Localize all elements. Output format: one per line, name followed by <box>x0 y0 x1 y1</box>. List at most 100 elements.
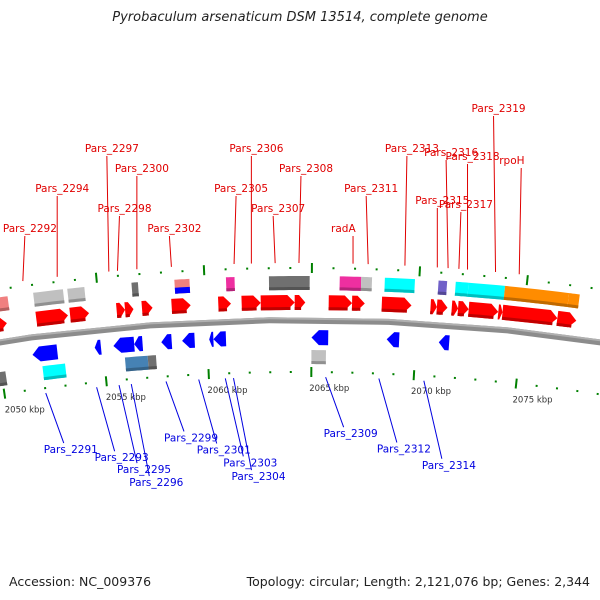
gene-shadow <box>171 310 187 314</box>
forward-gene-arrow[interactable] <box>351 295 365 311</box>
gene-label-top[interactable]: Pars_2311 <box>344 183 398 195</box>
forward-gene-arrow[interactable] <box>171 298 191 314</box>
reverse-gene-arrow[interactable] <box>94 339 102 355</box>
feature-box-top[interactable] <box>268 276 299 291</box>
forward-gene-arrow[interactable] <box>381 296 412 313</box>
reverse-gene-arrow[interactable] <box>311 330 329 346</box>
forward-gene-arrow[interactable] <box>430 299 437 315</box>
forward-gene-arrow[interactable] <box>294 295 306 310</box>
gene-shadow <box>451 312 454 316</box>
page-title: Pyrobaculum arsenaticum DSM 13514, compl… <box>112 10 488 25</box>
feature-box-top[interactable] <box>503 285 570 307</box>
reverse-gene-arrow[interactable] <box>161 334 173 350</box>
reverse-gene-arrow[interactable] <box>209 331 214 347</box>
feature-box-shadow <box>437 291 447 296</box>
feature-box-shadow <box>360 287 372 292</box>
feature-box-top-blue[interactable] <box>174 286 191 294</box>
gene-label-top[interactable]: radA <box>331 223 356 235</box>
feature-box-bottom[interactable] <box>311 350 326 365</box>
forward-gene-arrow[interactable] <box>141 300 153 316</box>
feature-box-top[interactable] <box>299 276 310 290</box>
gene-label-top[interactable]: Pars_2298 <box>97 203 151 215</box>
scale-label: 2070 kbp <box>411 387 451 397</box>
gene-label-top[interactable]: Pars_2313 <box>385 143 439 155</box>
gene-label-top[interactable]: Pars_2294 <box>35 183 89 195</box>
gene-label-bottom[interactable]: Pars_2301 <box>197 445 251 457</box>
forward-gene-arrow[interactable] <box>497 304 503 320</box>
forward-gene-arrow[interactable] <box>260 295 295 311</box>
forward-gene-arrow[interactable] <box>241 295 261 311</box>
gene-shadow <box>294 307 302 310</box>
label-leader-bottom <box>45 392 65 444</box>
gene-label-bottom[interactable]: Pars_2312 <box>377 444 431 456</box>
label-leader-top <box>22 235 26 282</box>
reverse-gene-arrow[interactable] <box>213 331 227 347</box>
feature-box-top[interactable] <box>339 276 362 291</box>
reverse-gene-arrow[interactable] <box>134 336 144 352</box>
genome-backbone <box>0 317 600 346</box>
feature-box-shadow <box>0 382 8 387</box>
gene-label-top[interactable]: Pars_2305 <box>214 183 268 195</box>
genome-summary-text: Topology: circular; Length: 2,121,076 bp… <box>246 574 590 589</box>
gene-shadow <box>70 318 86 323</box>
gene-label-top[interactable]: Pars_2315 <box>415 195 469 207</box>
forward-gene-arrow[interactable] <box>436 299 448 315</box>
gene-label-top[interactable]: Pars_2302 <box>147 223 201 235</box>
gene-shadow <box>0 328 4 332</box>
forward-gene-arrow[interactable] <box>218 296 231 312</box>
forward-gene-arrow[interactable] <box>328 295 353 311</box>
gene-label-top[interactable]: Pars_2300 <box>115 163 169 175</box>
reverse-gene-arrow[interactable] <box>113 336 135 353</box>
reverse-gene-arrow[interactable] <box>32 344 59 362</box>
reverse-gene-arrow[interactable] <box>438 335 450 351</box>
gene-label-top[interactable]: Pars_2319 <box>472 103 526 115</box>
forward-gene-arrow[interactable] <box>457 301 469 317</box>
reverse-gene-arrow[interactable] <box>386 332 400 348</box>
gene-label-top[interactable]: Pars_2316 <box>424 147 478 159</box>
gene-label-bottom[interactable]: Pars_2293 <box>95 452 149 464</box>
gene-label-bottom[interactable]: Pars_2296 <box>129 477 183 489</box>
forward-gene-arrow[interactable] <box>556 310 577 328</box>
reverse-gene-arrow[interactable] <box>182 332 195 348</box>
major-tick-outer <box>525 275 529 286</box>
forward-gene-arrow[interactable] <box>451 300 459 316</box>
gene-shadow <box>436 311 443 315</box>
feature-box-shadow <box>567 304 579 309</box>
major-tick-inner <box>514 378 518 389</box>
gene-label-top[interactable]: Pars_2317 <box>439 199 493 211</box>
feature-box-top[interactable] <box>131 282 139 297</box>
gene-label-bottom[interactable]: Pars_2314 <box>422 460 476 472</box>
gene-label-bottom[interactable]: Pars_2299 <box>164 432 218 444</box>
gene-label-top[interactable]: Pars_2308 <box>279 163 333 175</box>
gene-label-top[interactable]: Pars_2306 <box>229 143 283 155</box>
gene-label-bottom[interactable]: Pars_2304 <box>231 471 285 483</box>
gene-label-top[interactable]: Pars_2292 <box>3 223 57 235</box>
feature-box-top[interactable] <box>225 277 235 292</box>
feature-box-bottom[interactable] <box>147 355 157 370</box>
forward-gene-arrow[interactable] <box>116 302 126 318</box>
forward-gene-arrow[interactable] <box>124 302 134 318</box>
gene-shadow <box>468 313 494 319</box>
gene-shadow <box>556 322 572 328</box>
gene-labels: Pars_2292 Pars_2294 Pars_2297 Pars_2298 Pars… <box>3 103 526 489</box>
feature-box-shadow <box>384 288 415 294</box>
label-leader-bottom <box>378 378 398 443</box>
gene-label-top[interactable]: Pars_2307 <box>251 203 305 215</box>
gene-label-bottom[interactable]: Pars_2295 <box>117 464 171 476</box>
gene-shadow <box>457 313 465 317</box>
gene-shadow <box>328 307 348 311</box>
gene-label-top[interactable]: Pars_2318 <box>446 151 500 163</box>
feature-box-shadow <box>0 307 10 312</box>
feature-box-shadow <box>148 366 157 370</box>
gene-shadow <box>117 314 122 318</box>
feature-box-top[interactable] <box>360 276 373 292</box>
gene-label-top[interactable]: Pars_2297 <box>85 143 139 155</box>
gene-label-bottom[interactable]: Pars_2291 <box>44 444 98 456</box>
gene-label-bottom[interactable]: Pars_2309 <box>324 428 378 440</box>
feature-box-shadow <box>299 287 310 290</box>
gene-shadow <box>430 311 433 315</box>
feature-box-top[interactable] <box>437 280 448 296</box>
gene-label-top[interactable]: rpoH <box>499 155 524 167</box>
feature-box-shadow <box>339 287 361 291</box>
forward-gene-arrow[interactable] <box>0 317 7 335</box>
